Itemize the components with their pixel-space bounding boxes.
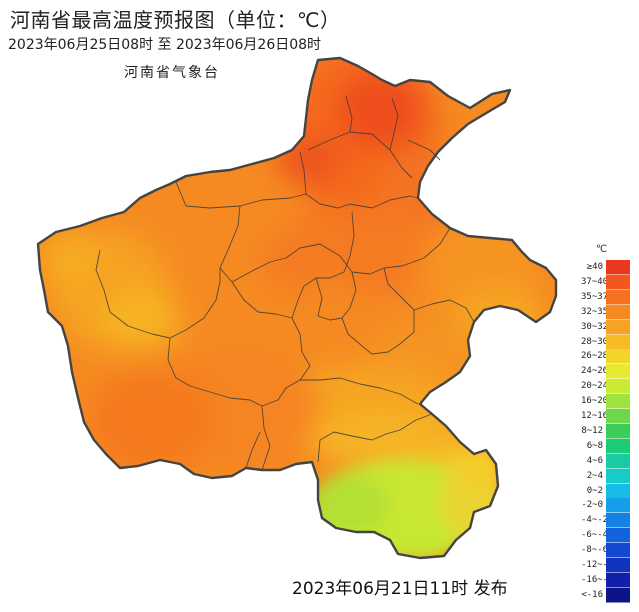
legend-swatch (606, 558, 630, 573)
legend-label: -2~0 (581, 500, 603, 511)
legend-swatch (606, 468, 630, 484)
legend-swatch (606, 543, 630, 559)
legend-swatch (606, 379, 630, 395)
legend-swatch (606, 319, 630, 335)
legend-label: -6~-4 (581, 530, 609, 541)
legend-label: 12~16 (581, 411, 609, 421)
legend-label: <-16 (581, 589, 603, 600)
legend-label: ≥40 (586, 262, 603, 272)
legend-swatch (606, 349, 630, 365)
legend-label: 16~20 (581, 396, 609, 407)
legend-swatch (606, 483, 630, 499)
legend-item: 24~26 (581, 364, 631, 380)
legend-swatch (606, 423, 630, 439)
legend-label: 0~2 (586, 485, 603, 496)
legend-label: 35~37 (581, 291, 609, 302)
legend-label: 6~8 (586, 440, 603, 451)
forecast-period: 2023年06月25日08时 至 2023年06月26日08时 (8, 37, 322, 53)
legend-item: 8~12 (581, 423, 631, 439)
legend-swatch (606, 513, 630, 529)
legend-item: 20~24 (581, 379, 631, 395)
legend-label: -4~-2 (581, 515, 609, 526)
legend-swatch (606, 572, 630, 588)
legend-swatch (606, 409, 630, 424)
province-boundary (36, 56, 558, 560)
legend-item: -2~0 (581, 498, 631, 514)
legend-item: 28~30 (581, 334, 631, 350)
city-boundaries (95, 95, 475, 471)
legend-item: 12~16 (581, 409, 631, 424)
legend-label: -12~-8 (581, 560, 614, 570)
legend-item: -4~-2 (581, 513, 631, 529)
legend-item: 37~40 (581, 274, 631, 290)
legend-swatch (606, 274, 630, 290)
legend-label: 30~32 (581, 321, 609, 332)
legend-item: <-16 (581, 587, 631, 603)
legend-item: -6~-4 (581, 528, 631, 544)
legend-swatch (606, 587, 630, 603)
legend-swatch (606, 304, 630, 320)
legend-item: -8~-6 (581, 543, 631, 559)
legend-swatch (606, 498, 630, 514)
publish-time: 2023年06月21日11时 发布 (292, 579, 508, 599)
legend-swatch (606, 528, 630, 544)
legend-item: 30~32 (581, 319, 631, 335)
legend-label: 26~28 (581, 351, 609, 362)
legend-swatch (606, 364, 630, 380)
legend-item: 2~4 (581, 468, 631, 484)
legend-label: -16~-12 (581, 574, 619, 585)
legend-label: 32~35 (581, 306, 609, 317)
legend-label: 2~4 (586, 470, 603, 481)
issuing-agency: 河南省气象台 (124, 65, 220, 81)
legend-label: 20~24 (581, 381, 609, 392)
legend-item: 6~8 (581, 438, 631, 454)
legend-swatch (606, 394, 630, 410)
legend-label: 4~6 (586, 455, 603, 466)
legend-item: 26~28 (581, 349, 631, 365)
legend-item: -12~-8 (581, 558, 631, 573)
legend-label: 28~30 (581, 336, 609, 347)
legend-label: -8~-6 (581, 545, 609, 556)
legend-item: 35~37 (581, 289, 631, 305)
legend-label: 8~12 (581, 425, 603, 436)
legend-label: 24~26 (581, 366, 609, 377)
legend-item: 4~6 (581, 453, 631, 469)
legend-item: 16~20 (581, 394, 631, 410)
legend-swatch (606, 438, 630, 454)
legend-unit: ℃ (596, 244, 608, 255)
legend-item: -16~-12 (581, 572, 631, 588)
legend-swatch (606, 334, 630, 350)
legend-item: 0~2 (581, 483, 631, 499)
legend-item: 32~35 (581, 304, 631, 320)
legend-swatch (606, 260, 630, 275)
legend-swatch (606, 289, 630, 305)
map-title: 河南省最高温度预报图（单位：℃） (10, 8, 341, 32)
legend-label: 37~40 (581, 276, 609, 287)
legend-swatch (606, 453, 630, 469)
legend-item: ≥40 (581, 260, 631, 275)
